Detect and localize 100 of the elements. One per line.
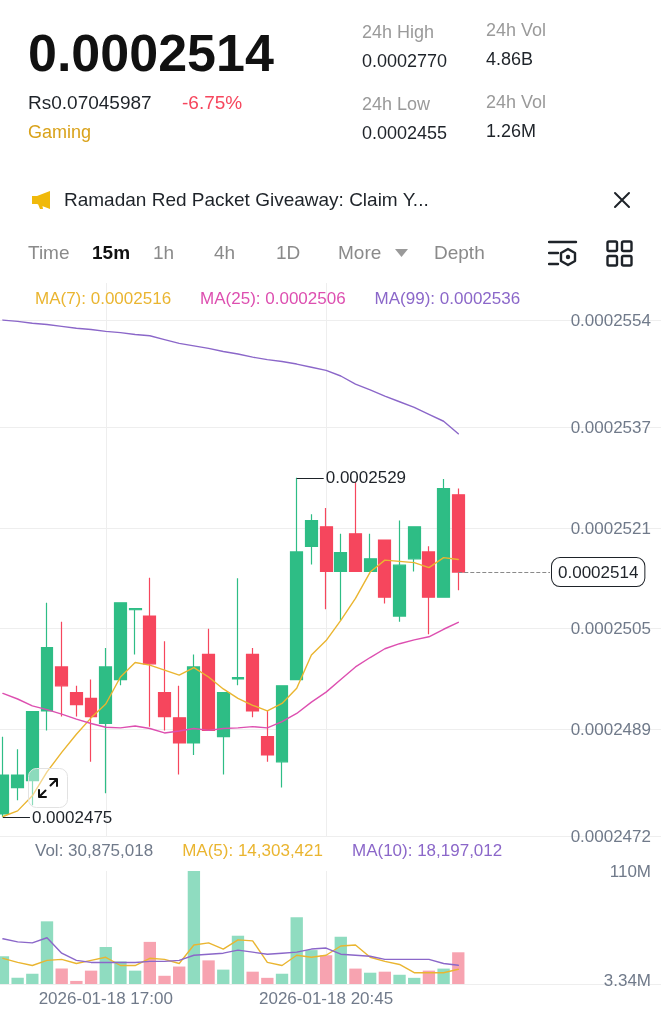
bar: [187, 871, 201, 984]
bar: [408, 977, 421, 984]
ref-line-label: 0.0002514: [558, 562, 639, 582]
text: 24h Low: [362, 94, 431, 116]
y-tick-label: 0.0002537: [570, 418, 651, 438]
text: 1h: [153, 241, 175, 265]
y-tick-label: 0.0002521: [570, 518, 651, 538]
candlestick: [377, 539, 392, 605]
text: 24h Vol: [486, 92, 547, 114]
bar: [363, 972, 377, 984]
candlestick: [348, 481, 363, 573]
bar: [173, 966, 186, 984]
text: Gaming: [28, 122, 92, 144]
x-tick-label: 2026-01-18 17:00: [38, 989, 173, 1008]
text: MA(5): 14,303,421: [182, 841, 323, 860]
text: 1.26M: [486, 121, 537, 143]
text: 0.0002455: [362, 123, 448, 145]
y-tick-label: 110M: [609, 861, 651, 881]
text: Ramadan Red Packet Giveaway: Claim Y...: [64, 188, 429, 212]
text: 24h High: [362, 22, 435, 44]
text: 4h: [214, 241, 236, 265]
candlestick: [363, 533, 378, 573]
candlestick: [69, 685, 84, 718]
bar: [349, 968, 362, 984]
bar: [305, 950, 318, 984]
candlestick: [113, 602, 128, 686]
candlestick: [289, 477, 304, 681]
bar: [261, 977, 274, 984]
bar: [26, 973, 39, 984]
bar: [378, 971, 392, 984]
text: Rs0.07045987: [28, 91, 152, 115]
text: 0.0002770: [362, 51, 448, 73]
text: MA(25): 0.0002506: [200, 289, 346, 308]
candlestick: [10, 748, 25, 801]
annotation: 0.0002529: [325, 468, 407, 488]
candlestick: [157, 640, 172, 732]
bar: [319, 955, 333, 984]
line-series: [2, 939, 459, 974]
candlestick: [245, 647, 260, 718]
candlestick: [54, 621, 69, 718]
bar: [143, 941, 156, 984]
bar: [84, 970, 98, 984]
candlestick: [201, 628, 216, 732]
text: Depth: [434, 241, 485, 265]
bar: [275, 973, 289, 984]
candlestick: [319, 507, 334, 610]
candlestick: [172, 685, 187, 776]
text: MA(7): 0.0002516: [35, 289, 172, 308]
candlestick: [216, 692, 231, 776]
candlestick: [407, 526, 422, 573]
candlestick: [392, 519, 407, 623]
bar: [158, 975, 171, 984]
y-tick-label: 0.0002505: [570, 619, 651, 639]
candlestick: [304, 513, 319, 566]
candlestick: [142, 577, 157, 728]
line-series: [2, 937, 459, 967]
bar: [393, 974, 406, 984]
bar: [452, 952, 465, 984]
text: 24h Vol: [486, 20, 547, 42]
candlestick: [436, 478, 451, 598]
y-tick-label: 3.34M: [603, 971, 651, 991]
y-tick-label: 0.0002489: [570, 719, 651, 739]
y-tick-label: 0.0002554: [570, 311, 651, 331]
candlestick: [231, 577, 245, 686]
text: 15m: [92, 241, 131, 265]
candlestick: [98, 647, 113, 794]
bar: [217, 969, 230, 984]
bar: [334, 936, 347, 984]
bar: [290, 917, 303, 984]
candlestick: [260, 710, 275, 763]
bar: [114, 961, 127, 984]
bar: [128, 970, 142, 984]
text: 0.0002514: [28, 22, 274, 84]
candlestick: [186, 653, 201, 756]
annotation: 0.0002475: [31, 807, 113, 827]
text: MA(99): 0.0002536: [374, 289, 521, 308]
bar: [437, 968, 450, 984]
text: 4.86B: [486, 49, 534, 71]
candlestick: [275, 685, 289, 789]
bar: [246, 971, 259, 984]
line-series: [2, 621, 459, 734]
candlestick: [40, 602, 54, 732]
text: -6.75%: [182, 91, 243, 115]
candlestick: [25, 710, 40, 806]
bar: [55, 968, 68, 984]
bar: [70, 980, 83, 984]
text: MA(10): 18,197,012: [351, 841, 503, 860]
candlestick: [421, 545, 436, 635]
text: 1D: [276, 241, 301, 265]
bar: [99, 947, 112, 984]
line-series: [2, 319, 459, 435]
bar: [11, 977, 24, 984]
y-tick-label: 0.0002472: [570, 826, 651, 846]
bar: [231, 935, 245, 984]
bar: [40, 921, 54, 984]
bar: [202, 960, 215, 984]
text: More: [338, 241, 382, 265]
candlestick: [84, 678, 98, 763]
candlestick: [128, 607, 143, 655]
text: Vol: 30,875,018: [35, 841, 154, 860]
